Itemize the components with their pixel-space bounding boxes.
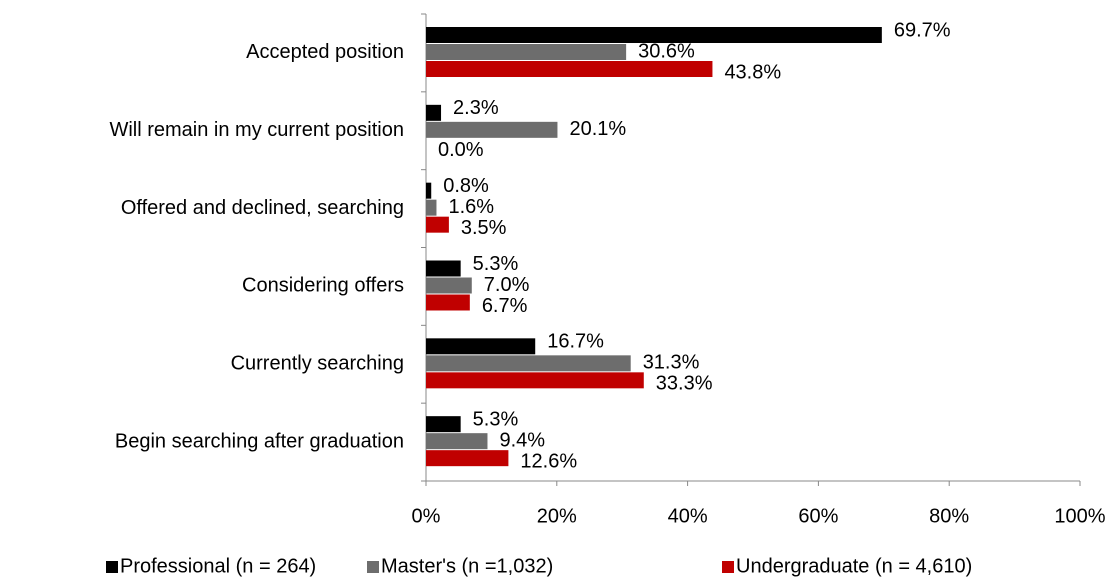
bar (426, 44, 627, 60)
bar (426, 61, 713, 77)
y-tick-label: Will remain in my current position (109, 119, 404, 141)
data-label: 20.1% (569, 118, 626, 140)
bar (426, 216, 449, 233)
data-label: 5.3% (473, 253, 519, 275)
data-label: 5.3% (473, 408, 519, 430)
data-label: 9.4% (499, 429, 545, 451)
bar (426, 260, 461, 277)
y-tick-label: Accepted position (246, 41, 404, 63)
legend-label: Professional (n = 264) (120, 555, 316, 577)
data-label: 69.7% (894, 19, 951, 41)
bar (426, 355, 631, 372)
bar (426, 338, 536, 355)
bar (426, 121, 558, 138)
x-tick-label: 20% (537, 505, 577, 527)
legend-swatch (367, 561, 379, 573)
y-tick-label: Begin searching after graduation (115, 430, 404, 452)
bar (426, 372, 644, 389)
data-label: 2.3% (453, 97, 499, 119)
legend-swatch (722, 561, 734, 573)
data-label: 16.7% (547, 331, 604, 353)
legend-label: Undergraduate (n = 4,610) (736, 555, 972, 577)
legend-swatch (106, 561, 118, 573)
data-label: 12.6% (520, 450, 577, 472)
legend-label: Master's (n =1,032) (381, 555, 553, 577)
data-label: 30.6% (638, 40, 695, 62)
data-label: 6.7% (482, 295, 528, 317)
x-tick-label: 0% (412, 505, 441, 527)
bar (426, 450, 509, 467)
y-tick-label: Currently searching (231, 353, 404, 375)
y-tick-label: Offered and declined, searching (121, 197, 404, 219)
data-label: 1.6% (448, 196, 494, 218)
bar (426, 294, 470, 311)
bar (426, 416, 461, 433)
data-label: 43.8% (724, 61, 781, 83)
bar (426, 277, 472, 294)
bar (426, 104, 442, 121)
data-label: 3.5% (461, 217, 507, 239)
bar (426, 182, 432, 199)
bar (426, 199, 437, 216)
data-label: 0.8% (443, 175, 489, 197)
data-label: 7.0% (484, 274, 530, 296)
data-label: 0.0% (438, 139, 484, 161)
bar (426, 433, 488, 450)
bar (426, 27, 882, 43)
y-tick-label: Considering offers (242, 275, 404, 297)
x-tick-label: 40% (668, 505, 708, 527)
x-tick-label: 60% (798, 505, 838, 527)
x-tick-label: 100% (1054, 505, 1105, 527)
data-label: 31.3% (643, 352, 700, 374)
data-label: 33.3% (656, 373, 713, 395)
x-tick-label: 80% (929, 505, 969, 527)
